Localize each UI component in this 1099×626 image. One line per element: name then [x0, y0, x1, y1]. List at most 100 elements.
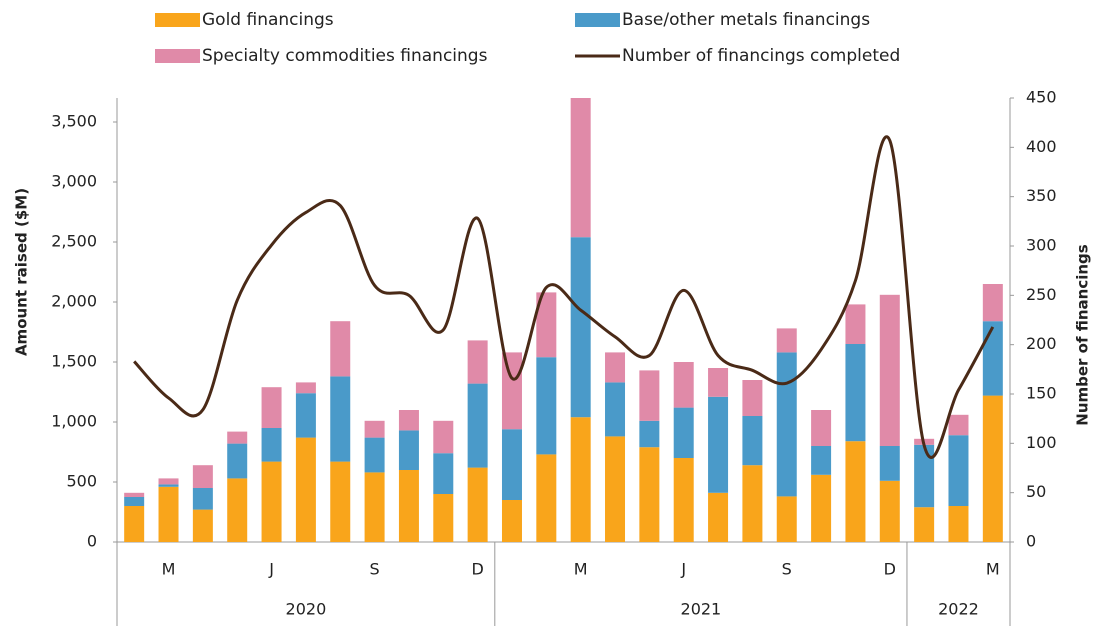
bar-segment	[982, 284, 1003, 322]
bar-segment	[295, 393, 316, 438]
bar-segment	[673, 362, 694, 408]
y2-tick-label: 300	[1026, 236, 1057, 255]
legend-label: Base/other metals financings	[622, 10, 870, 30]
bar-segment	[845, 441, 866, 542]
bar-segment	[948, 506, 969, 542]
bar-segment	[948, 414, 969, 436]
bar-segment	[845, 344, 866, 442]
x-tick-label: M	[986, 560, 1000, 579]
bar-segment	[295, 437, 316, 542]
y2-tick-label: 200	[1026, 334, 1057, 353]
bar-segment	[536, 292, 557, 358]
bar-segment	[227, 443, 248, 479]
x-tick-label: S	[782, 560, 792, 579]
bar-segment	[364, 437, 385, 473]
bar-segment	[433, 453, 454, 494]
bar-segment	[570, 98, 591, 238]
bar-segment	[192, 465, 213, 488]
legend-swatch	[155, 49, 200, 63]
bar-segment	[467, 340, 488, 384]
y2-tick-label: 250	[1026, 285, 1057, 304]
y-tick-label: 3,000	[51, 172, 97, 191]
bar-segment	[742, 416, 763, 466]
bar-segment	[433, 420, 454, 454]
x-tick-label: J	[680, 560, 686, 579]
bar-segment	[605, 436, 626, 542]
x-tick-label: S	[370, 560, 380, 579]
y2-tick-label: 400	[1026, 137, 1057, 156]
y-tick-label: 2,000	[51, 292, 97, 311]
bar-segment	[124, 506, 145, 542]
bar-segment	[982, 395, 1003, 542]
bar-segment	[845, 304, 866, 344]
bar-segment	[467, 383, 488, 468]
x-tick-label: D	[884, 560, 896, 579]
bar-segment	[673, 407, 694, 458]
y-axis-label: Amount raised ($M)	[13, 188, 31, 356]
bar-segment	[639, 447, 660, 542]
bar-segment	[982, 321, 1003, 396]
legend-swatch	[575, 13, 620, 27]
bar-segment	[811, 474, 832, 542]
bar-segment	[158, 486, 179, 542]
bar-segment	[811, 410, 832, 446]
legend-swatch	[155, 13, 200, 27]
bar-segment	[605, 352, 626, 383]
legend-label: Number of financings completed	[622, 46, 900, 66]
bar-segment	[879, 294, 900, 446]
bar-segment	[398, 430, 419, 470]
bar-segment	[879, 480, 900, 542]
bar-segment	[261, 461, 282, 542]
bar-segment	[295, 382, 316, 394]
group-label: 2021	[681, 600, 722, 619]
bar-segment	[673, 458, 694, 542]
bar-segment	[708, 396, 729, 493]
bar-segment	[776, 328, 797, 353]
bar-segment	[914, 444, 935, 508]
y-tick-label: 0	[87, 532, 97, 551]
bar-segment	[639, 370, 660, 421]
bar-segment	[192, 509, 213, 542]
group-label: 2022	[938, 600, 979, 619]
y2-tick-label: 50	[1026, 482, 1046, 501]
bar-segment	[776, 496, 797, 542]
bar-segment	[227, 431, 248, 444]
bar-segment	[398, 470, 419, 542]
x-tick-label: M	[162, 560, 176, 579]
bar-segment	[124, 492, 145, 497]
bar-segment	[708, 368, 729, 397]
x-tick-label: D	[471, 560, 483, 579]
legend-label: Specialty commodities financings	[202, 46, 488, 66]
bar-segment	[742, 465, 763, 542]
bar-segment	[570, 237, 591, 418]
x-tick-label: M	[574, 560, 588, 579]
y-tick-label: 500	[66, 472, 97, 491]
bar-segment	[364, 472, 385, 542]
bar-segment	[467, 467, 488, 542]
bar-segment	[398, 410, 419, 431]
bar-segment	[261, 428, 282, 462]
bar-segment	[605, 382, 626, 437]
bar-segment	[501, 429, 522, 500]
group-label: 2020	[286, 600, 327, 619]
bar-segment	[124, 497, 145, 506]
bar-segment	[330, 376, 351, 462]
bar-segment	[639, 420, 660, 448]
bar-segment	[536, 454, 557, 542]
y-tick-label: 1,500	[51, 352, 97, 371]
x-tick-label: J	[268, 560, 274, 579]
bar-segment	[501, 352, 522, 430]
y-tick-label: 2,500	[51, 232, 97, 251]
y-tick-label: 3,500	[51, 112, 97, 131]
bar-segment	[811, 446, 832, 475]
bar-segment	[192, 488, 213, 510]
bar-segment	[158, 478, 179, 485]
legend-label: Gold financings	[202, 10, 334, 30]
bar-segment	[364, 420, 385, 438]
bar-segment	[879, 446, 900, 481]
bar-segment	[570, 417, 591, 542]
bar-segment	[708, 492, 729, 542]
line-series	[133, 135, 995, 459]
y2-axis-label: Number of financings	[1074, 244, 1092, 425]
